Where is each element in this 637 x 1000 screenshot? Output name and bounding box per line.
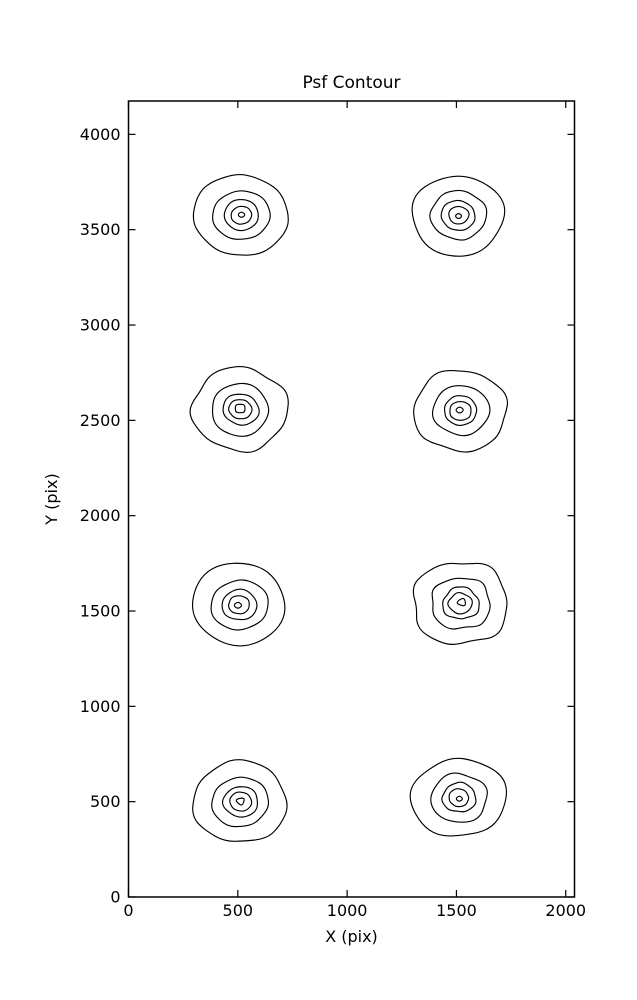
tick-labels-group: 0 500 1000 1500 2000 0 500 1000 1500 2000 2500 3000… (80, 125, 586, 920)
y-tick-label: 3500 (80, 220, 121, 239)
x-tick-label: 0 (123, 901, 133, 920)
contour-level-1 (191, 562, 286, 647)
y-tick-label: 0 (110, 888, 120, 907)
contour-level-3 (221, 588, 258, 621)
contour-level-3 (442, 586, 480, 620)
contour-level-5 (455, 406, 464, 414)
y-tick-label: 3000 (80, 316, 121, 335)
contour-level-5 (235, 797, 245, 806)
contour-level-4 (229, 791, 253, 812)
contour-level-4 (449, 401, 472, 421)
psf-blob (189, 366, 289, 453)
contour-level-5 (455, 795, 463, 802)
y-tick-label: 4000 (80, 125, 121, 144)
contour-level-4 (230, 205, 253, 225)
psf-blob (192, 174, 289, 256)
contour-level-4 (448, 205, 470, 225)
contour-level-4 (228, 399, 253, 420)
contour-level-1 (413, 369, 509, 453)
contour-level-2 (211, 776, 270, 828)
psf-blob (413, 369, 509, 453)
contour-level-3 (440, 199, 476, 231)
psf-blob (409, 757, 508, 837)
contour-level-5 (456, 597, 466, 607)
contour-level-3 (222, 393, 260, 426)
x-tick-label: 1500 (436, 901, 477, 920)
psf-blob (192, 759, 288, 842)
y-axis-label: Y (pix) (42, 473, 61, 525)
x-tick-label: 2000 (545, 901, 586, 920)
y-tick-label: 500 (90, 792, 121, 811)
contour-level-1 (411, 175, 506, 257)
contour-level-1 (189, 366, 289, 453)
contour-level-1 (192, 759, 288, 842)
contour-level-2 (212, 190, 271, 240)
contour-level-5 (234, 403, 246, 414)
contour-level-5 (233, 601, 243, 609)
contour-level-2 (431, 385, 491, 437)
psf-blob (191, 562, 286, 647)
axes-frame (127, 100, 576, 898)
contour-level-2 (429, 189, 488, 241)
plot-frame (127, 100, 576, 898)
x-tick-label: 500 (223, 901, 254, 920)
contour-level-4 (228, 595, 250, 615)
contour-level-3 (443, 395, 478, 427)
contour-level-5 (237, 211, 246, 218)
psf-blob (412, 562, 508, 645)
y-tick-label: 1500 (80, 602, 121, 621)
y-tick-label: 1000 (80, 697, 121, 716)
contour-level-4 (447, 592, 473, 615)
x-axis-label: X (pix) (325, 927, 378, 946)
axis-ticks-group (127, 101, 575, 898)
contour-level-3 (441, 781, 477, 813)
contour-level-2 (431, 577, 491, 630)
contour-level-1 (412, 562, 508, 645)
contour-level-2 (210, 579, 269, 631)
contour-level-2 (430, 772, 488, 823)
contour-level-3 (221, 786, 258, 818)
contour-level-4 (448, 788, 470, 808)
contour-level-5 (455, 213, 463, 220)
y-tick-label: 2500 (80, 411, 121, 430)
plot-title: Psf Contour (302, 73, 400, 93)
contour-level-1 (409, 757, 508, 837)
contour-level-3 (223, 198, 259, 232)
y-tick-label: 2000 (80, 506, 121, 525)
psf-blob (411, 175, 506, 257)
x-tick-label: 1000 (327, 901, 368, 920)
contour-lines-group (189, 174, 509, 842)
contour-level-2 (211, 382, 270, 437)
contour-level-1 (192, 174, 289, 256)
